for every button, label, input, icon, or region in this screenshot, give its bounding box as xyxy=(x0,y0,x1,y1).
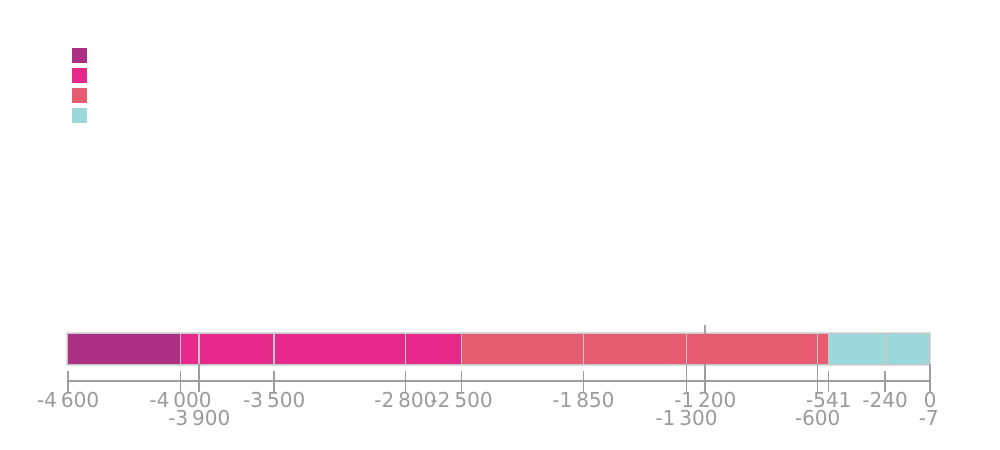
bar-segment xyxy=(199,334,275,364)
axis-tick xyxy=(460,371,463,392)
bar-segment xyxy=(405,334,462,364)
legend-swatch-purple xyxy=(71,47,87,63)
tick-label: -600 xyxy=(794,406,841,430)
tick-label: -541 xyxy=(805,388,852,412)
event-marker-line xyxy=(704,325,706,334)
legend-swatch-pink xyxy=(71,67,87,83)
bar-segment xyxy=(68,334,181,364)
tick-label: -4 600 xyxy=(36,388,100,412)
segment-divider xyxy=(827,334,830,364)
segment-divider xyxy=(884,334,886,364)
bar-segment xyxy=(461,334,584,364)
tick-label: -1 300 xyxy=(655,406,718,430)
tick-label: -1 850 xyxy=(552,388,615,412)
axis-tick xyxy=(884,371,886,392)
segment-divider xyxy=(179,334,182,364)
legend-swatch-lightblue xyxy=(71,107,87,123)
axis-tick xyxy=(685,364,688,392)
bar-segment xyxy=(817,334,829,364)
tick-label: -1 200 xyxy=(674,388,737,412)
bar-segment xyxy=(180,334,200,364)
axis-tick xyxy=(67,371,69,392)
segment-divider xyxy=(404,334,407,364)
tick-label: 0 xyxy=(923,388,937,412)
bar-segment xyxy=(274,334,406,364)
axis-tick xyxy=(929,364,931,392)
axis-tick xyxy=(179,371,182,392)
timeline-bar xyxy=(68,334,929,364)
tick-label: -7 xyxy=(918,406,939,430)
segment-divider xyxy=(685,334,688,364)
bar-segment xyxy=(885,334,929,364)
bar-segment xyxy=(583,334,687,364)
legend-swatch-salmon xyxy=(71,87,87,103)
axis-tick xyxy=(827,371,830,392)
segment-divider xyxy=(816,334,819,364)
tick-label: -4 000 xyxy=(149,388,212,412)
axis-tick xyxy=(704,364,706,392)
segment-divider xyxy=(582,334,585,364)
segment-divider xyxy=(198,334,200,364)
tick-label: -240 xyxy=(862,388,908,412)
axis-tick xyxy=(582,371,585,392)
tick-label: -2 800 xyxy=(374,388,437,412)
bar-segment xyxy=(828,334,885,364)
tick-label: -2 500 xyxy=(430,388,493,412)
bar-segment xyxy=(686,334,818,364)
axis-tick xyxy=(273,371,275,392)
tick-label: -3 900 xyxy=(168,406,231,430)
tick-label: -3 500 xyxy=(243,388,306,412)
segment-divider xyxy=(273,334,275,364)
axis-tick xyxy=(198,364,200,392)
axis-tick xyxy=(404,371,407,392)
axis-tick xyxy=(816,364,819,392)
segment-divider xyxy=(460,334,463,364)
axis-line xyxy=(67,380,931,382)
